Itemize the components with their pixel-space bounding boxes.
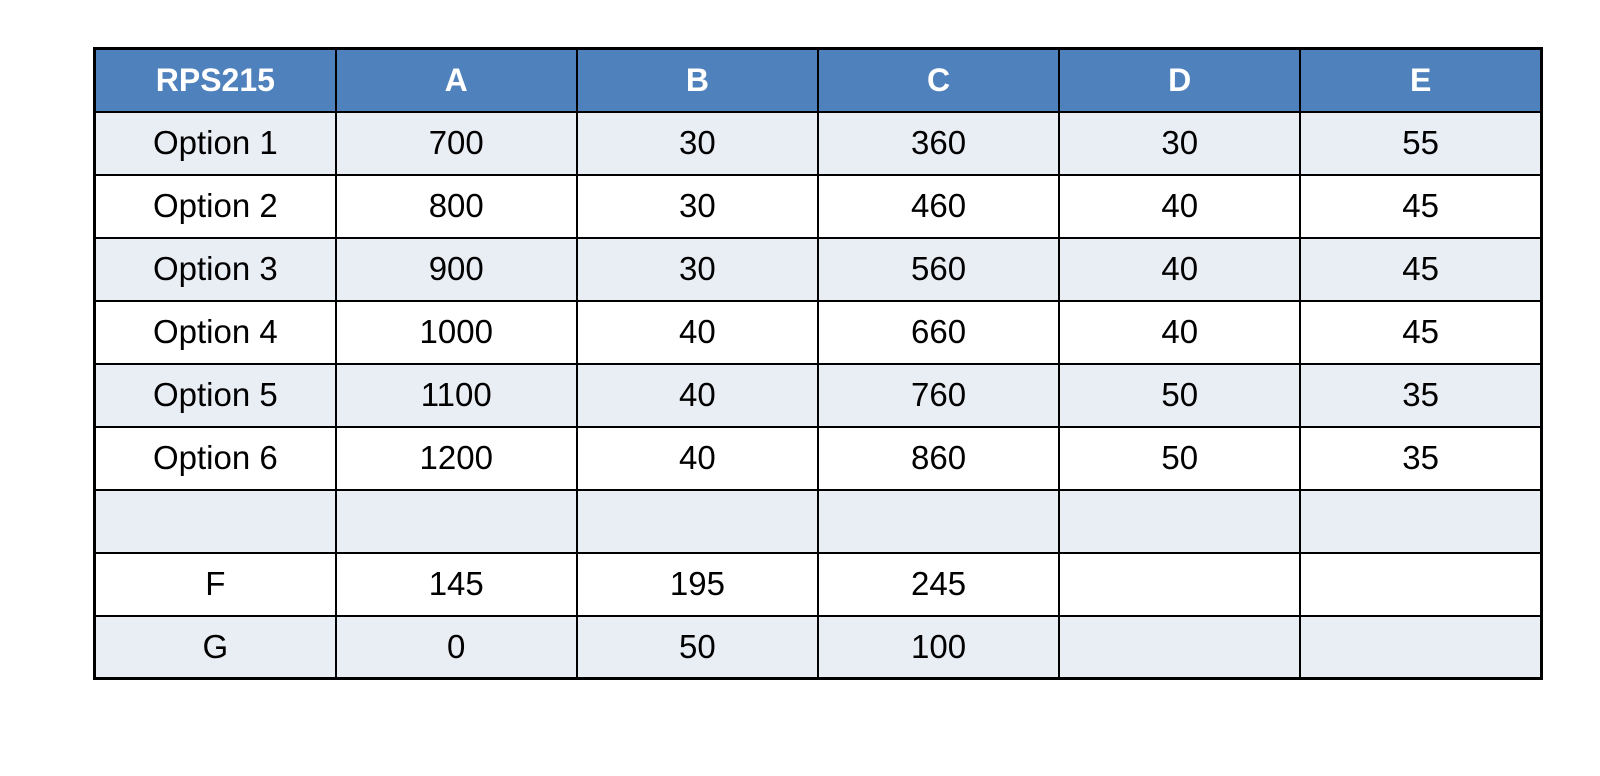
- row-label-cell: F: [93, 551, 337, 617]
- header-cell: RPS215: [93, 47, 337, 113]
- header-row: RPS215 A B C D E: [93, 47, 1543, 113]
- table-cell: 1100: [334, 362, 578, 428]
- table-row: Option 4 1000 40 660 40 45: [93, 299, 1543, 365]
- table-cell: 145: [334, 551, 578, 617]
- table-cell: 45: [1299, 299, 1543, 365]
- table-cell: 30: [1058, 110, 1302, 176]
- table-cell: 45: [1299, 236, 1543, 302]
- table-row: [93, 488, 1543, 554]
- table-row: Option 3 900 30 560 40 45: [93, 236, 1543, 302]
- row-label-cell: [93, 488, 337, 554]
- row-label-cell: Option 2: [93, 173, 337, 239]
- table-cell: 45: [1299, 173, 1543, 239]
- table-cell: 40: [575, 299, 819, 365]
- header-cell: C: [816, 47, 1061, 113]
- table-cell: 50: [1058, 425, 1302, 491]
- table-cell: 800: [334, 173, 578, 239]
- row-label-cell: Option 6: [93, 425, 337, 491]
- table-cell: 860: [816, 425, 1061, 491]
- table-cell: 35: [1299, 362, 1543, 428]
- table-cell: [575, 488, 819, 554]
- table-cell: [1299, 488, 1543, 554]
- row-label-cell: Option 4: [93, 299, 337, 365]
- row-label-cell: Option 1: [93, 110, 337, 176]
- table-body: Option 1 700 30 360 30 55 Option 2 800 30 460 40 45…: [93, 110, 1543, 680]
- table-row: Option 6 1200 40 860 50 35: [93, 425, 1543, 491]
- table-cell: 560: [816, 236, 1061, 302]
- table-row: Option 2 800 30 460 40 45: [93, 173, 1543, 239]
- table-cell: 1200: [334, 425, 578, 491]
- table-cell: 40: [575, 362, 819, 428]
- table-cell: 30: [575, 173, 819, 239]
- table-cell: 195: [575, 551, 819, 617]
- row-label-cell: Option 3: [93, 236, 337, 302]
- header-cell: D: [1058, 47, 1302, 113]
- table-cell: 100: [816, 614, 1061, 680]
- table-cell: 40: [1058, 299, 1302, 365]
- table-cell: 900: [334, 236, 578, 302]
- table-cell: [334, 488, 578, 554]
- table-header: RPS215 A B C D E: [93, 47, 1543, 113]
- table-row: Option 1 700 30 360 30 55: [93, 110, 1543, 176]
- table-cell: 35: [1299, 425, 1543, 491]
- header-cell: A: [334, 47, 578, 113]
- table-cell: 760: [816, 362, 1061, 428]
- table-cell: 55: [1299, 110, 1543, 176]
- table-cell: [816, 488, 1061, 554]
- table-cell: [1058, 488, 1302, 554]
- table-cell: 50: [1058, 362, 1302, 428]
- table-cell: [1058, 551, 1302, 617]
- table-cell: 360: [816, 110, 1061, 176]
- table-cell: 700: [334, 110, 578, 176]
- table-cell: 40: [1058, 236, 1302, 302]
- table-cell: 30: [575, 110, 819, 176]
- table-cell: [1058, 614, 1302, 680]
- table-cell: 245: [816, 551, 1061, 617]
- table-cell: 40: [575, 425, 819, 491]
- table-cell: 0: [334, 614, 578, 680]
- table-cell: 30: [575, 236, 819, 302]
- table-cell: 40: [1058, 173, 1302, 239]
- table-row: Option 5 1100 40 760 50 35: [93, 362, 1543, 428]
- table-cell: [1299, 551, 1543, 617]
- table-cell: 50: [575, 614, 819, 680]
- table-cell: 1000: [334, 299, 578, 365]
- data-table: RPS215 A B C D E Option 1 700 30 360 30 55 Option 2…: [93, 47, 1543, 680]
- table-row: F 145 195 245: [93, 551, 1543, 617]
- row-label-cell: G: [93, 614, 337, 680]
- row-label-cell: Option 5: [93, 362, 337, 428]
- header-cell: B: [575, 47, 819, 113]
- table-cell: 460: [816, 173, 1061, 239]
- table-row: G 0 50 100: [93, 614, 1543, 680]
- table-cell: [1299, 614, 1543, 680]
- table-cell: 660: [816, 299, 1061, 365]
- header-cell: E: [1299, 47, 1543, 113]
